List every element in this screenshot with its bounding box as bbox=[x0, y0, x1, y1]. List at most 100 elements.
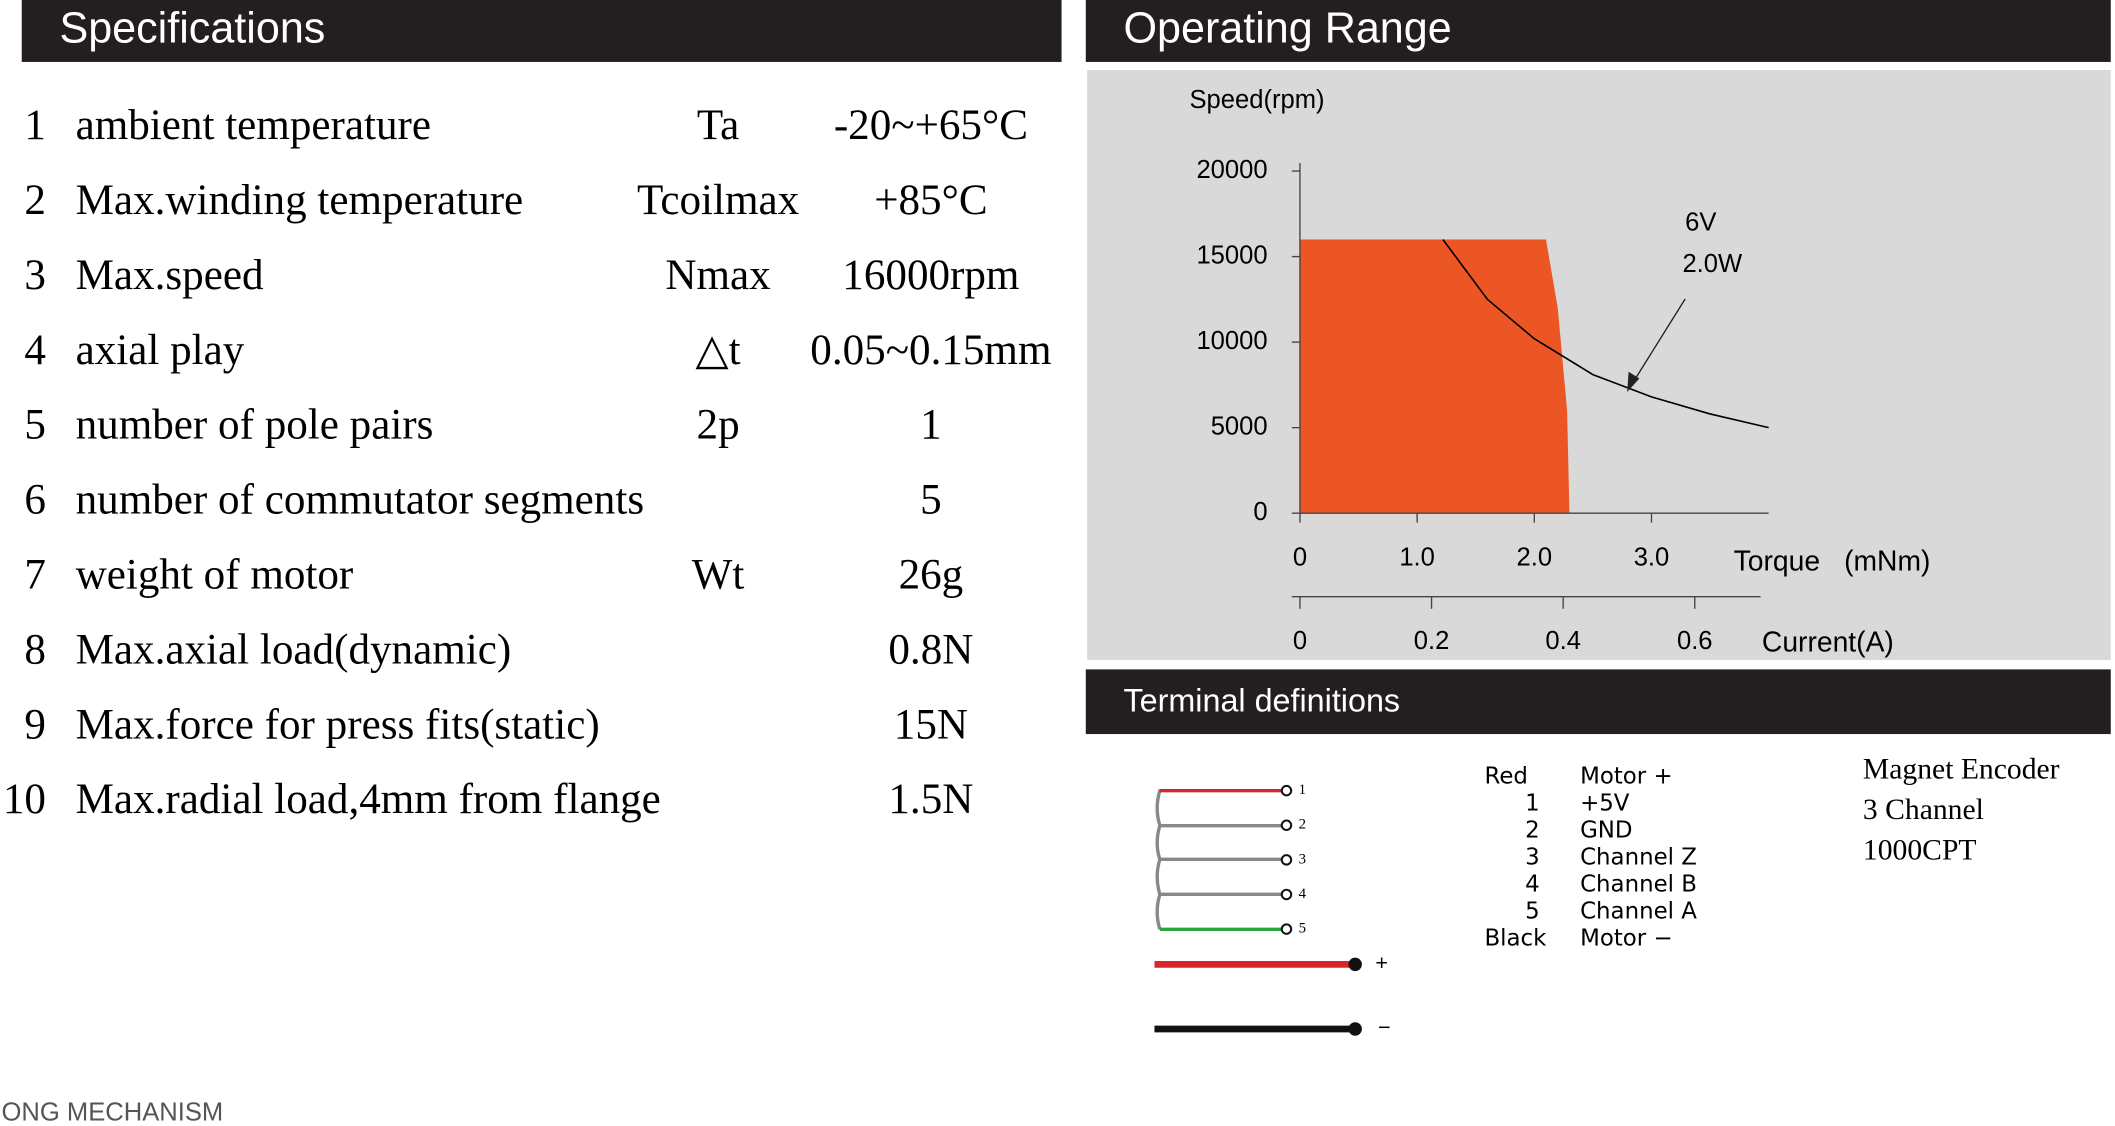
y-tick-label: 20000 bbox=[1196, 156, 1267, 184]
chart-background bbox=[1087, 70, 2111, 660]
spec-name: weight of motor bbox=[76, 552, 354, 599]
spec-symbol: Nmax bbox=[665, 252, 771, 299]
x2-tick-label: 0.6 bbox=[1677, 627, 1713, 655]
x-tick-label: 3.0 bbox=[1634, 544, 1670, 572]
spec-value: -20~+65°C bbox=[834, 102, 1028, 149]
pin-label: 3 bbox=[1299, 851, 1306, 867]
y-tick-label: 15000 bbox=[1196, 241, 1267, 269]
wire-function: Channel B bbox=[1580, 871, 1697, 897]
row-number: 8 bbox=[24, 626, 46, 673]
x-axis-label: Torque bbox=[1734, 544, 1820, 576]
terminal-header-bar bbox=[1085, 669, 2111, 735]
x2-tick-label: 0 bbox=[1293, 627, 1307, 655]
spec-name: Max.radial load,4mm from flange bbox=[76, 776, 661, 823]
range-title: Operating Range bbox=[1123, 4, 1451, 52]
spec-value: 5 bbox=[920, 477, 942, 524]
power-curve bbox=[1442, 238, 1769, 429]
x-axis-unit: (mNm) bbox=[1844, 544, 1930, 576]
wire-function: GND bbox=[1580, 818, 1632, 844]
wire-name: 2 bbox=[1525, 818, 1540, 844]
pin bbox=[1280, 888, 1293, 901]
x2-tick-label: 0.2 bbox=[1414, 627, 1450, 655]
encoder-info: 1000CPT bbox=[1863, 834, 1977, 866]
pin-label: 5 bbox=[1299, 920, 1306, 936]
spec-name: number of pole pairs bbox=[76, 402, 434, 449]
wire-function: +5V bbox=[1580, 791, 1630, 817]
y-tick-label: 10000 bbox=[1196, 327, 1267, 355]
spec-value: 15N bbox=[894, 701, 968, 748]
wire-function: Channel A bbox=[1580, 898, 1697, 924]
spec-value: 26g bbox=[899, 552, 964, 599]
spec-name: Max.speed bbox=[76, 252, 264, 299]
spec-value: 0.8N bbox=[888, 626, 973, 673]
pin bbox=[1280, 819, 1293, 831]
y-tick-label: 0 bbox=[1253, 498, 1267, 526]
row-number: 1 bbox=[24, 102, 46, 149]
spec-symbol: Tcoilmax bbox=[637, 177, 800, 224]
terminal-dot bbox=[1348, 1022, 1362, 1036]
terminal-dot bbox=[1348, 957, 1362, 972]
spec-name: Max.axial load(dynamic) bbox=[76, 626, 512, 673]
pin bbox=[1280, 923, 1293, 935]
row-number: 5 bbox=[24, 402, 46, 449]
wire-name: 3 bbox=[1525, 844, 1540, 870]
pin bbox=[1280, 854, 1293, 866]
wire-name: Red bbox=[1484, 764, 1527, 790]
spec-value: 0.05~0.15mm bbox=[810, 327, 1051, 374]
spec-name: axial play bbox=[76, 327, 245, 374]
wiring-diagram bbox=[1154, 788, 1362, 1036]
x-tick-label: 2.0 bbox=[1517, 544, 1553, 572]
spec-name: Max.winding temperature bbox=[76, 177, 524, 224]
spec-name: ambient temperature bbox=[76, 102, 431, 149]
y-tick-label: 5000 bbox=[1211, 412, 1268, 440]
x-tick-label: 0 bbox=[1293, 544, 1307, 572]
power-label: − bbox=[1378, 1015, 1391, 1040]
footer: ONG MECHANISM bbox=[2, 1099, 224, 1126]
spec-header-bar bbox=[21, 0, 1062, 62]
operating-region bbox=[1299, 239, 1570, 514]
row-number: 6 bbox=[24, 477, 46, 524]
pin-label: 2 bbox=[1299, 817, 1306, 833]
spec-value: 1 bbox=[920, 402, 942, 449]
row-number: 4 bbox=[24, 327, 46, 374]
terminal-title: Terminal definitions bbox=[1123, 683, 1400, 719]
y-axis-label: Speed(rpm) bbox=[1189, 86, 1324, 114]
pin-label: 1 bbox=[1299, 782, 1306, 798]
spec-symbol: △t bbox=[696, 327, 741, 374]
spec-value: 1.5N bbox=[888, 776, 973, 823]
row-number: 7 bbox=[24, 552, 46, 599]
row-number: 10 bbox=[3, 776, 46, 823]
power-label: + bbox=[1375, 950, 1388, 975]
wire-name: 5 bbox=[1525, 898, 1540, 924]
wire-bundle bbox=[1155, 788, 1287, 930]
wire-name: 1 bbox=[1525, 791, 1540, 817]
pin bbox=[1280, 784, 1293, 797]
spec-value: +85°C bbox=[874, 177, 987, 224]
spec-value: 16000rpm bbox=[842, 252, 1019, 299]
x-tick-label: 1.0 bbox=[1399, 544, 1435, 572]
spec-symbol: Ta bbox=[697, 102, 739, 149]
wire-name: 4 bbox=[1525, 871, 1540, 897]
annotation-arrow bbox=[1630, 298, 1686, 386]
wire-name: Black bbox=[1484, 925, 1547, 951]
spec-symbol: Wt bbox=[692, 552, 745, 599]
spec-name: Max.force for press fits(static) bbox=[76, 701, 600, 748]
wire-function: Channel Z bbox=[1580, 844, 1697, 870]
annotation: 6V bbox=[1685, 208, 1716, 236]
row-number: 2 bbox=[24, 177, 46, 224]
wire-function: Motor + bbox=[1580, 764, 1673, 790]
x2-tick-label: 0.4 bbox=[1545, 627, 1581, 655]
spec-name: number of commutator segments bbox=[76, 477, 644, 524]
pin-label: 4 bbox=[1299, 886, 1307, 902]
spec-title: Specifications bbox=[59, 4, 325, 52]
range-header-bar bbox=[1085, 0, 2111, 62]
spec-symbol: 2p bbox=[697, 402, 740, 449]
wire-function: Motor − bbox=[1580, 925, 1673, 951]
annotation: 2.0W bbox=[1682, 250, 1743, 278]
encoder-info: 3 Channel bbox=[1863, 794, 1984, 826]
arrow-head bbox=[1627, 371, 1640, 392]
row-number: 3 bbox=[24, 252, 46, 299]
row-number: 9 bbox=[24, 701, 46, 748]
